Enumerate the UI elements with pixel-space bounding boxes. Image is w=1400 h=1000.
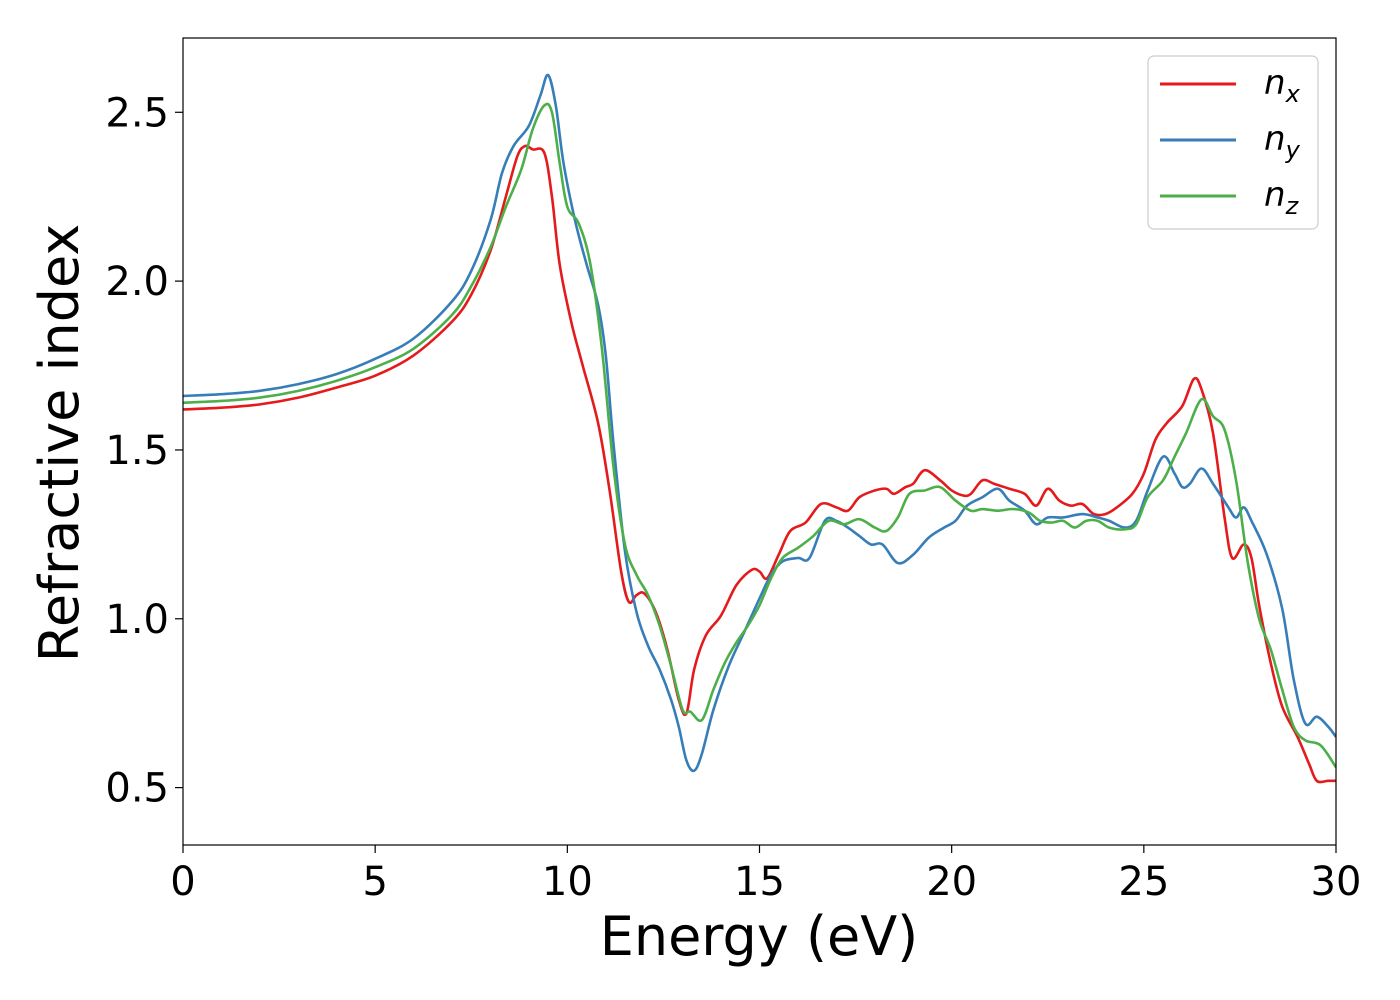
axes-layer: 0 5 10 15 20 25 30 0.5 1.0 1.5 2.0 2.5 [105, 37, 1362, 905]
legend-label-subscript: z [1285, 192, 1300, 220]
y-tick-label: 2.0 [105, 259, 169, 305]
legend-label-y: ny [1264, 119, 1301, 164]
plot-background [183, 38, 1336, 845]
y-tick-label: 1.0 [105, 597, 169, 643]
y-tick-label: 2.5 [105, 90, 169, 136]
legend-label-subscript: y [1285, 136, 1301, 164]
legend-label-main: n [1264, 175, 1286, 215]
x-tick-label: 20 [926, 859, 977, 905]
legend-box [1147, 55, 1319, 230]
x-tick-label: 30 [1311, 859, 1362, 905]
x-tick-label: 0 [170, 859, 195, 905]
legend-label-subscript: x [1285, 80, 1301, 108]
legend-label-x: nx [1264, 63, 1301, 108]
series-line-z [183, 102, 1336, 769]
x-axis-title: Energy (eV) [600, 905, 919, 968]
series-layer [183, 73, 1336, 784]
series-line-x [183, 144, 1336, 784]
legend-label-z: nz [1264, 175, 1300, 220]
y-tick-label: 1.5 [105, 428, 169, 474]
y-tick-label: 0.5 [105, 766, 169, 812]
x-tick-label: 10 [542, 859, 593, 905]
legend-label-main: n [1264, 119, 1286, 159]
x-tick-label: 5 [362, 859, 387, 905]
x-tick-label: 25 [1118, 859, 1169, 905]
plot-area [183, 38, 1336, 845]
x-tick-label: 15 [734, 859, 785, 905]
legend-label-main: n [1264, 63, 1286, 103]
y-axis-title: Refractive index [28, 224, 91, 663]
